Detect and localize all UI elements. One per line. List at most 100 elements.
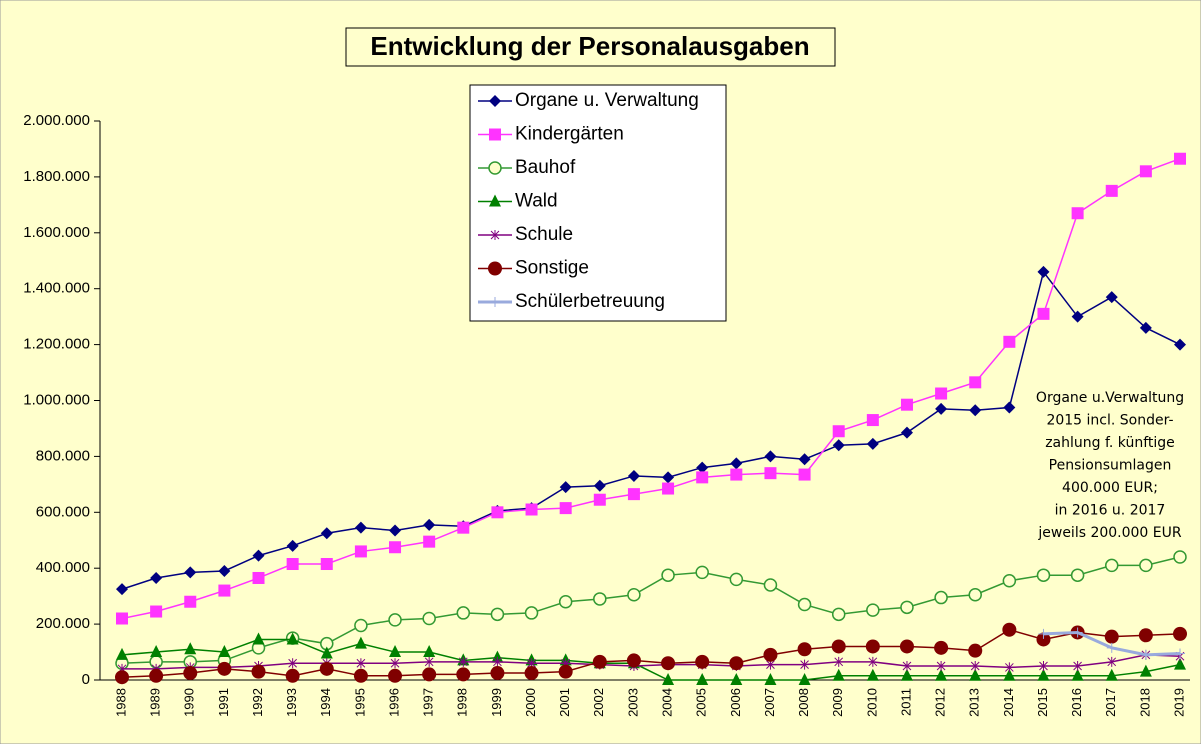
series-line: [121, 270, 1181, 590]
x-tick-label: 1997: [421, 688, 436, 717]
marker: [115, 670, 129, 685]
marker: [968, 643, 983, 658]
marker: [286, 632, 299, 645]
x-tick-label: 2003: [625, 688, 640, 717]
marker: [423, 535, 436, 548]
marker: [491, 506, 504, 519]
marker: [184, 566, 197, 579]
marker: [456, 667, 471, 682]
marker: [1003, 668, 1016, 681]
marker: [1105, 291, 1118, 304]
marker: [866, 437, 879, 450]
marker: [899, 639, 914, 654]
marker: [1002, 622, 1017, 637]
marker: [1002, 574, 1017, 588]
x-tick-label: 1993: [284, 688, 299, 717]
marker: [730, 673, 743, 685]
series-line: [122, 654, 1181, 670]
y-tick-label: 200.000: [36, 615, 90, 632]
marker: [798, 453, 811, 466]
marker: [1139, 664, 1152, 677]
marker: [558, 664, 573, 679]
marker: [116, 647, 128, 660]
x-tick-label: 1994: [318, 688, 333, 717]
marker: [1105, 668, 1118, 681]
marker: [798, 673, 811, 685]
marker: [422, 667, 437, 682]
legend-label: Bauhof: [515, 157, 576, 178]
x-tick-label: 2001: [557, 688, 572, 717]
marker: [729, 572, 744, 587]
marker: [286, 539, 299, 552]
x-tick-label: 2012: [933, 688, 948, 717]
marker: [1139, 321, 1152, 334]
marker: [184, 595, 197, 608]
marker: [935, 387, 948, 400]
marker: [1071, 207, 1084, 220]
marker: [1038, 628, 1049, 639]
marker: [831, 607, 846, 622]
marker: [1104, 629, 1119, 644]
marker: [356, 658, 366, 669]
x-tick-label: 2015: [1035, 688, 1050, 717]
marker: [934, 640, 949, 655]
marker: [184, 642, 197, 655]
marker: [559, 481, 572, 494]
marker: [389, 524, 402, 537]
marker: [252, 632, 265, 645]
marker: [1037, 668, 1050, 681]
marker: [800, 659, 809, 670]
marker: [489, 128, 501, 141]
marker: [116, 583, 128, 596]
legend-label: Schülerbetreuung: [515, 291, 665, 312]
x-tick-label: 2005: [694, 688, 709, 717]
marker: [797, 597, 812, 612]
legend-label: Sonstige: [515, 258, 589, 279]
marker: [695, 654, 710, 669]
x-tick-label: 2002: [591, 688, 606, 717]
marker: [661, 656, 676, 671]
marker: [320, 646, 333, 659]
marker: [900, 426, 913, 439]
x-tick-label: 2011: [898, 688, 913, 716]
marker: [662, 471, 675, 484]
marker: [489, 95, 501, 107]
marker: [1037, 265, 1050, 278]
marker: [696, 461, 709, 474]
marker: [1174, 657, 1186, 670]
marker: [389, 541, 402, 554]
legend-label: Schule: [515, 224, 573, 245]
marker: [900, 668, 913, 681]
marker: [969, 668, 982, 681]
marker: [1037, 307, 1050, 320]
marker: [936, 661, 946, 672]
y-tick-label: 1.800.000: [23, 168, 90, 185]
marker: [389, 645, 402, 658]
marker: [288, 658, 297, 669]
marker: [559, 502, 572, 515]
x-tick-label: 2010: [864, 688, 879, 717]
marker: [1073, 661, 1082, 672]
x-tick-label: 1992: [250, 688, 265, 717]
x-tick-label: 2016: [1069, 688, 1084, 717]
marker: [218, 564, 231, 577]
marker: [354, 521, 367, 534]
marker: [388, 668, 403, 683]
marker: [490, 607, 505, 622]
marker: [764, 467, 777, 480]
marker: [1104, 558, 1119, 573]
y-tick-label: 800.000: [36, 447, 90, 464]
x-tick-label: 1995: [352, 688, 367, 717]
marker: [1072, 627, 1083, 638]
marker: [969, 376, 982, 389]
marker: [1039, 661, 1048, 672]
x-tick-label: 2013: [967, 688, 982, 717]
marker: [868, 656, 878, 667]
marker: [354, 545, 367, 558]
marker: [252, 549, 265, 562]
marker: [319, 661, 334, 676]
y-tick-label: 0: [82, 671, 90, 688]
marker: [696, 471, 709, 484]
y-tick-label: 1.200.000: [23, 336, 90, 353]
